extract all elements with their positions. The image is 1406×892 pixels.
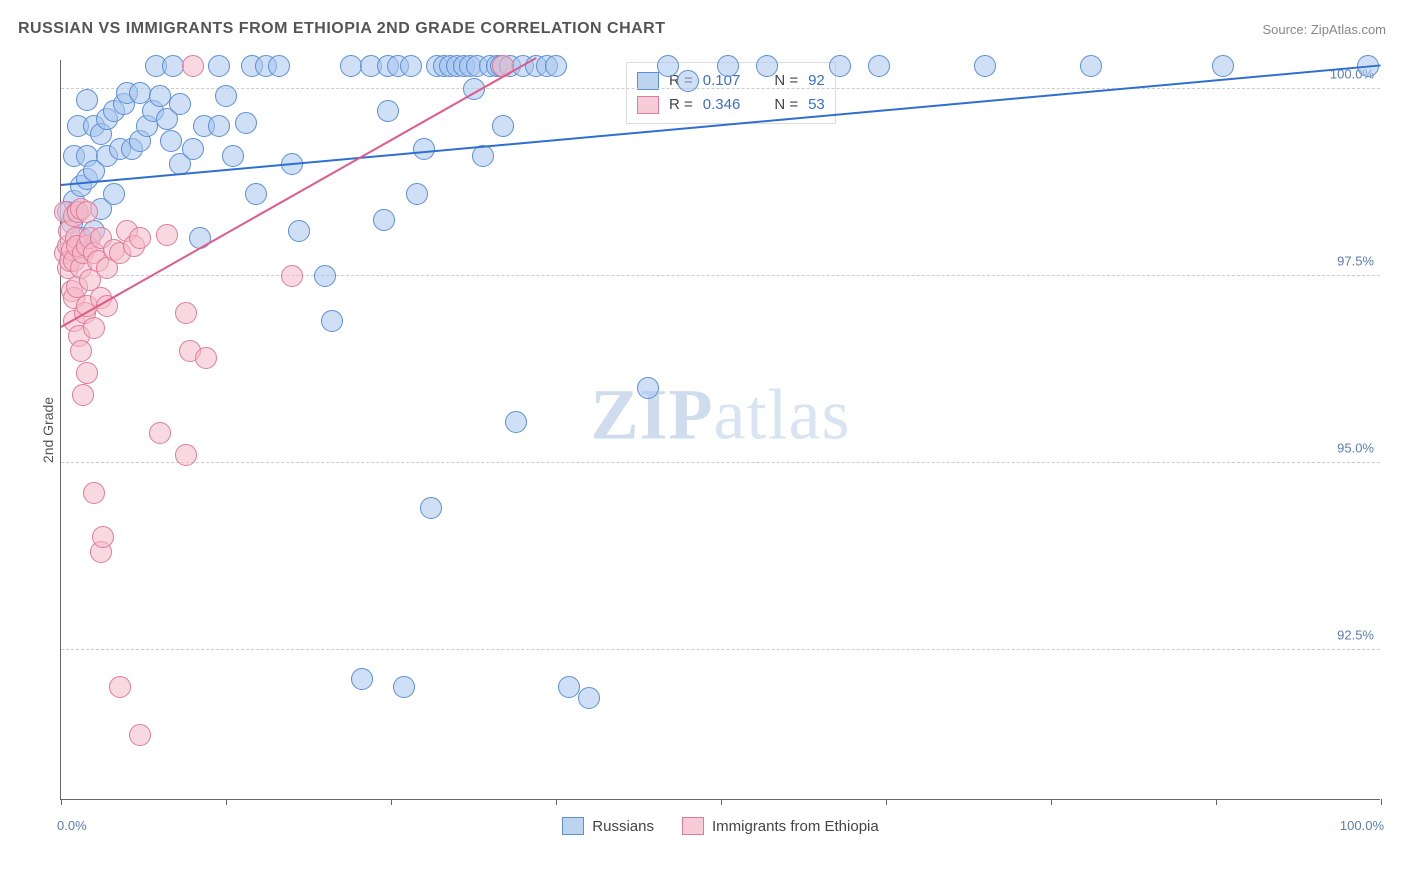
x-tick	[886, 799, 887, 805]
legend-label: Russians	[592, 818, 654, 835]
marker-russians	[829, 55, 851, 77]
marker-russians	[505, 411, 527, 433]
marker-russians	[351, 668, 373, 690]
marker-russians	[208, 55, 230, 77]
y-axis-title: 2nd Grade	[40, 396, 56, 462]
marker-russians	[377, 100, 399, 122]
marker-ethiopia	[76, 362, 98, 384]
x-tick	[721, 799, 722, 805]
marker-russians	[182, 138, 204, 160]
legend-r-value: 0.346	[703, 93, 741, 117]
x-tick	[1051, 799, 1052, 805]
marker-russians	[340, 55, 362, 77]
marker-russians	[268, 55, 290, 77]
marker-russians	[406, 183, 428, 205]
legend-swatch	[637, 96, 659, 114]
marker-ethiopia	[70, 340, 92, 362]
x-tick	[556, 799, 557, 805]
marker-russians	[657, 55, 679, 77]
legend-n-label: N =	[774, 69, 798, 93]
gridline-h	[61, 462, 1380, 463]
series-legend: Russians Immigrants from Ethiopia	[61, 817, 1380, 839]
marker-russians	[868, 55, 890, 77]
marker-ethiopia	[83, 317, 105, 339]
marker-ethiopia	[195, 347, 217, 369]
x-tick	[391, 799, 392, 805]
chart-title: RUSSIAN VS IMMIGRANTS FROM ETHIOPIA 2ND …	[18, 20, 666, 38]
marker-russians	[208, 115, 230, 137]
marker-ethiopia	[175, 444, 197, 466]
legend-label: Immigrants from Ethiopia	[712, 818, 879, 835]
x-tick	[226, 799, 227, 805]
marker-russians	[974, 55, 996, 77]
marker-ethiopia	[129, 724, 151, 746]
marker-russians	[545, 55, 567, 77]
marker-russians	[420, 497, 442, 519]
marker-russians	[373, 209, 395, 231]
x-tick	[61, 799, 62, 805]
marker-russians	[160, 130, 182, 152]
marker-russians	[558, 676, 580, 698]
marker-russians	[677, 70, 699, 92]
y-tick-label: 97.5%	[1337, 253, 1374, 268]
marker-russians	[76, 89, 98, 111]
marker-ethiopia	[109, 676, 131, 698]
marker-russians	[1212, 55, 1234, 77]
marker-russians	[637, 377, 659, 399]
marker-russians	[215, 85, 237, 107]
gridline-h	[61, 275, 1380, 276]
legend-row-ethiopia: R = 0.346 N = 53	[637, 93, 825, 117]
y-tick-label: 92.5%	[1337, 627, 1374, 642]
legend-item-russians: Russians	[562, 817, 654, 835]
marker-russians	[162, 55, 184, 77]
marker-russians	[321, 310, 343, 332]
marker-russians	[288, 220, 310, 242]
marker-russians	[314, 265, 336, 287]
marker-ethiopia	[129, 227, 151, 249]
marker-russians	[756, 55, 778, 77]
legend-n-label: N =	[774, 93, 798, 117]
marker-russians	[149, 85, 171, 107]
marker-ethiopia	[72, 384, 94, 406]
plot-area: 2nd Grade ZIPatlas R = 0.107N = 92R = 0.…	[60, 60, 1380, 800]
marker-russians	[103, 183, 125, 205]
source-label: Source: ZipAtlas.com	[1262, 22, 1386, 37]
watermark-light: atlas	[714, 374, 851, 454]
marker-russians	[169, 93, 191, 115]
marker-russians	[222, 145, 244, 167]
marker-russians	[235, 112, 257, 134]
marker-russians	[393, 676, 415, 698]
marker-ethiopia	[76, 201, 98, 223]
marker-russians	[1080, 55, 1102, 77]
marker-russians	[717, 55, 739, 77]
marker-ethiopia	[175, 302, 197, 324]
marker-russians	[472, 145, 494, 167]
legend-n-value: 53	[808, 93, 825, 117]
marker-russians	[578, 687, 600, 709]
marker-ethiopia	[182, 55, 204, 77]
x-tick	[1216, 799, 1217, 805]
marker-ethiopia	[156, 224, 178, 246]
legend-swatch	[682, 817, 704, 835]
marker-ethiopia	[149, 422, 171, 444]
marker-ethiopia	[92, 526, 114, 548]
legend-item-ethiopia: Immigrants from Ethiopia	[682, 817, 879, 835]
gridline-h	[61, 88, 1380, 89]
marker-russians	[245, 183, 267, 205]
gridline-h	[61, 649, 1380, 650]
legend-swatch	[562, 817, 584, 835]
marker-ethiopia	[83, 482, 105, 504]
marker-russians	[492, 115, 514, 137]
x-tick	[1381, 799, 1382, 805]
watermark: ZIPatlas	[591, 373, 851, 456]
marker-russians	[400, 55, 422, 77]
marker-ethiopia	[281, 265, 303, 287]
y-tick-label: 95.0%	[1337, 440, 1374, 455]
marker-russians	[413, 138, 435, 160]
legend-n-value: 92	[808, 69, 825, 93]
legend-r-label: R =	[669, 93, 693, 117]
